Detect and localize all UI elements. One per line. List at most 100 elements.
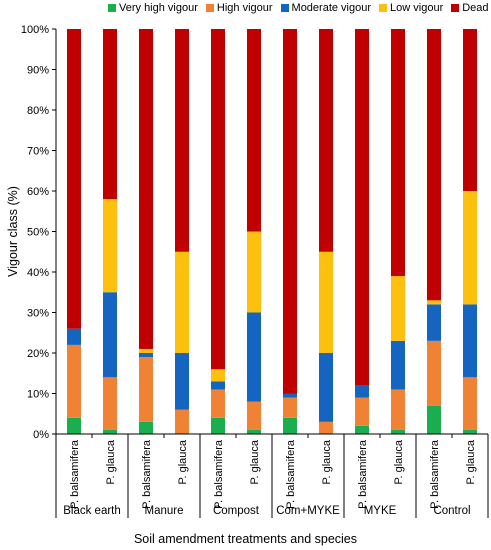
- bar-segment-very-high-vigour: [67, 417, 81, 434]
- bar-segment-dead: [427, 29, 441, 301]
- bar-segment-high-vigour: [463, 377, 477, 430]
- bar-segment-very-high-vigour: [355, 425, 369, 434]
- bar-segment-high-vigour: [319, 421, 333, 434]
- legend-label: Moderate vigour: [291, 2, 372, 14]
- bar-segment-moderate-vigour: [175, 353, 189, 410]
- y-axis-title: Vigour class (%): [6, 186, 20, 277]
- legend-swatch: [108, 4, 116, 12]
- legend-label: Dead: [462, 2, 489, 14]
- legend-swatch: [280, 4, 289, 12]
- bar-segment-low-vigour: [427, 300, 441, 305]
- y-tick-label: 80%: [27, 105, 49, 117]
- bar-segment-moderate-vigour: [67, 328, 81, 345]
- bar-segment-high-vigour: [103, 377, 117, 430]
- y-tick-label: 10%: [27, 389, 49, 401]
- bar-segment-high-vigour: [391, 389, 405, 430]
- bar-segment-low-vigour: [391, 276, 405, 341]
- bar-segment-high-vigour: [139, 357, 153, 422]
- bar-segment-moderate-vigour: [319, 353, 333, 422]
- group-label: Manure: [145, 505, 184, 517]
- bar-segment-dead: [103, 29, 117, 200]
- legend-item: Dead: [451, 2, 489, 14]
- category-label: P. glauca: [177, 439, 189, 484]
- bar-segment-moderate-vigour: [391, 340, 405, 390]
- bar-segment-low-vigour: [103, 199, 117, 293]
- bar-segment-low-vigour: [463, 191, 477, 305]
- legend-item: Low vigour: [379, 2, 443, 14]
- bar-segment-dead: [175, 29, 189, 252]
- bar-segment-low-vigour: [211, 369, 225, 382]
- category-label: P. glauca: [465, 439, 477, 484]
- bar-segment-moderate-vigour: [103, 292, 117, 378]
- group-label: Compost: [213, 505, 260, 517]
- bar-segment-low-vigour: [247, 231, 261, 313]
- category-label: P. balsamifera: [69, 439, 81, 509]
- bar-segment-very-high-vigour: [139, 421, 153, 434]
- bar-segment-high-vigour: [67, 344, 81, 418]
- bar-segment-dead: [391, 29, 405, 277]
- legend-label: High vigour: [216, 2, 273, 14]
- y-tick-label: 60%: [27, 186, 49, 198]
- legend-item: Very high vigour: [108, 2, 198, 14]
- bar-segment-high-vigour: [211, 389, 225, 418]
- legend-item: Moderate vigour: [280, 2, 372, 14]
- bar-segment-high-vigour: [247, 401, 261, 430]
- category-label: P. balsamifera: [429, 439, 441, 509]
- bar-segment-dead: [319, 29, 333, 252]
- category-label: P. glauca: [393, 439, 405, 484]
- bar-segment-low-vigour: [175, 251, 189, 353]
- bar-segment-very-high-vigour: [463, 429, 477, 434]
- bar-segment-moderate-vigour: [355, 385, 369, 398]
- legend: Very high vigour High vigour Moderate vigo…: [108, 2, 489, 14]
- bar-segment-very-high-vigour: [247, 429, 261, 434]
- y-tick-label: 70%: [27, 146, 49, 158]
- category-label: P. balsamifera: [285, 439, 297, 509]
- bar-segment-very-high-vigour: [427, 405, 441, 434]
- legend-swatch: [205, 4, 214, 12]
- bar-segment-dead: [283, 29, 297, 394]
- y-tick-label: 100%: [21, 24, 49, 36]
- category-label: P. glauca: [249, 439, 261, 484]
- category-label: P. glauca: [321, 439, 333, 484]
- bar-segment-moderate-vigour: [283, 393, 297, 398]
- category-label: P. balsamifera: [213, 439, 225, 509]
- y-tick-label: 50%: [27, 227, 49, 239]
- bar-segment-very-high-vigour: [211, 417, 225, 434]
- y-tick-label: 40%: [27, 267, 49, 279]
- legend-item: High vigour: [205, 2, 273, 14]
- bar-segment-low-vigour: [139, 348, 153, 353]
- category-label: P. balsamifera: [141, 439, 153, 509]
- category-label: P. glauca: [105, 439, 117, 484]
- bar-segment-moderate-vigour: [139, 353, 153, 358]
- legend-label: Very high vigour: [119, 2, 198, 14]
- legend-swatch: [379, 4, 388, 12]
- x-axis-title: Soil amendment treatments and species: [133, 532, 358, 546]
- group-label: MYKE: [364, 505, 397, 517]
- y-tick-label: 0%: [33, 429, 49, 441]
- category-label: P. balsamifera: [357, 439, 369, 509]
- bar-segment-dead: [139, 29, 153, 349]
- group-label: Control: [433, 505, 470, 517]
- bar-segment-high-vigour: [283, 397, 297, 418]
- y-tick-label: 20%: [27, 348, 49, 360]
- bar-segment-dead: [355, 29, 369, 386]
- bar-segment-moderate-vigour: [247, 312, 261, 402]
- y-tick-label: 90%: [27, 65, 49, 77]
- legend-swatch: [451, 4, 460, 12]
- bar-segment-dead: [67, 29, 81, 329]
- bar-segment-very-high-vigour: [391, 429, 405, 434]
- bar-segment-moderate-vigour: [211, 381, 225, 390]
- y-tick-label: 30%: [27, 308, 49, 320]
- group-label: Black earth: [63, 505, 121, 517]
- bar-segment-high-vigour: [355, 397, 369, 426]
- bar-segment-high-vigour: [175, 409, 189, 434]
- bar-segment-moderate-vigour: [463, 304, 477, 378]
- bar-segment-dead: [463, 29, 477, 191]
- bar-segment-very-high-vigour: [103, 429, 117, 434]
- legend-label: Low vigour: [390, 2, 444, 14]
- bar-segment-very-high-vigour: [283, 417, 297, 434]
- bar-segment-low-vigour: [319, 251, 333, 353]
- bar-segment-high-vigour: [427, 340, 441, 406]
- group-label: Com+MYKE: [276, 505, 340, 517]
